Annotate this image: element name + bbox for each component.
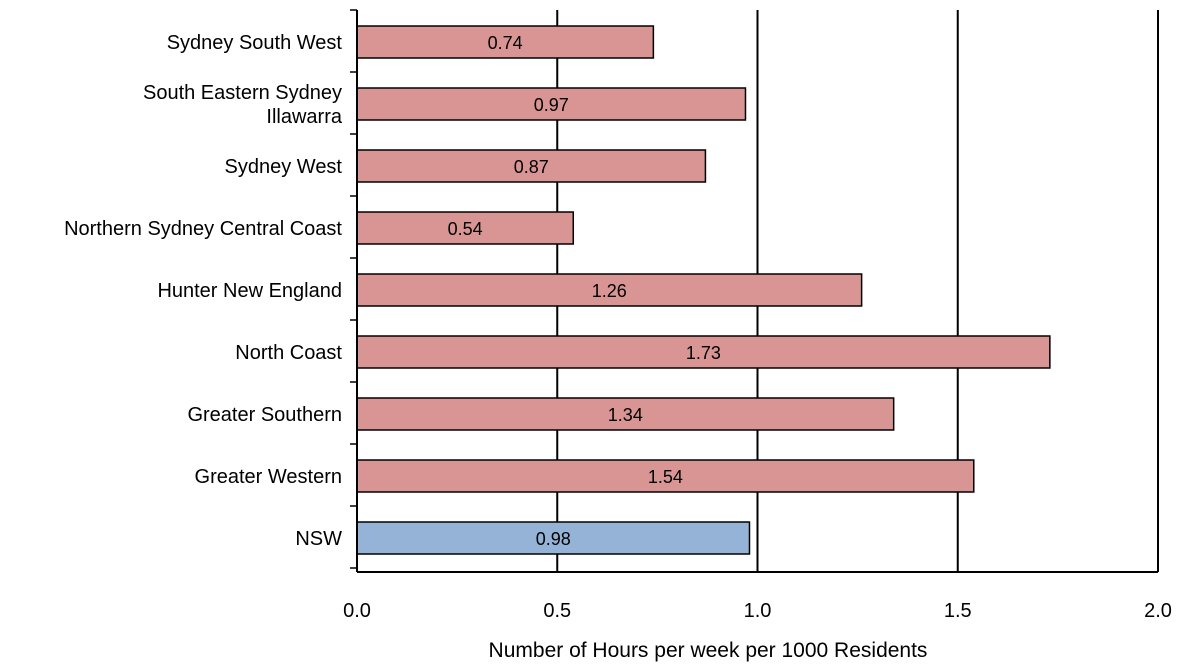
category-label-6: Greater Southern [187,404,342,426]
bar-value-label-0: 0.74 [488,33,523,53]
bar-value-label-7: 1.54 [648,467,683,487]
category-label-7: Greater Western [195,466,342,488]
bar-6 [356,397,895,431]
x-tick-label-3: 1.5 [944,600,972,622]
category-label-5: North Coast [235,342,342,364]
bars: 0.74 0.97 0.87 0.54 1.26 1.73 1.34 1.54 0.98 [356,25,1051,555]
bar-value-label-5: 1.73 [686,343,721,363]
bar-value-label-3: 0.54 [448,219,483,239]
bar-4 [356,273,863,307]
category-label-0: Sydney South West [167,32,343,54]
bar-3 [356,211,575,245]
x-tick-label-2: 1.0 [744,600,772,622]
x-tick-label-4: 2.0 [1144,600,1172,622]
bar-1 [356,87,747,121]
x-tick-label-1: 0.5 [543,600,571,622]
category-label-1: South Eastern Sydney Illawarra [143,82,343,128]
bar-value-label-8: 0.98 [536,529,571,549]
bar-0 [356,25,655,59]
bar-value-label-4: 1.26 [592,281,627,301]
x-tick-label-0: 0.0 [343,600,371,622]
plot-frame [350,9,1159,573]
bar-2 [356,149,707,183]
bar-value-label-2: 0.87 [514,157,549,177]
category-label-3: Northern Sydney Central Coast [64,218,342,240]
bar-value-label-6: 1.34 [608,405,643,425]
x-tick-labels: 0.0 0.5 1.0 1.5 2.0 [343,600,1172,622]
bar-value-label-1: 0.97 [534,95,569,115]
category-label-8: NSW [295,528,342,550]
x-axis-label: Number of Hours per week per 1000 Reside… [489,639,928,662]
bar-5 [356,335,1051,369]
category-labels: Sydney South West South Eastern Sydney Ill… [64,32,343,550]
category-label-4: Hunter New England [157,280,342,302]
category-label-2: Sydney West [225,156,343,178]
